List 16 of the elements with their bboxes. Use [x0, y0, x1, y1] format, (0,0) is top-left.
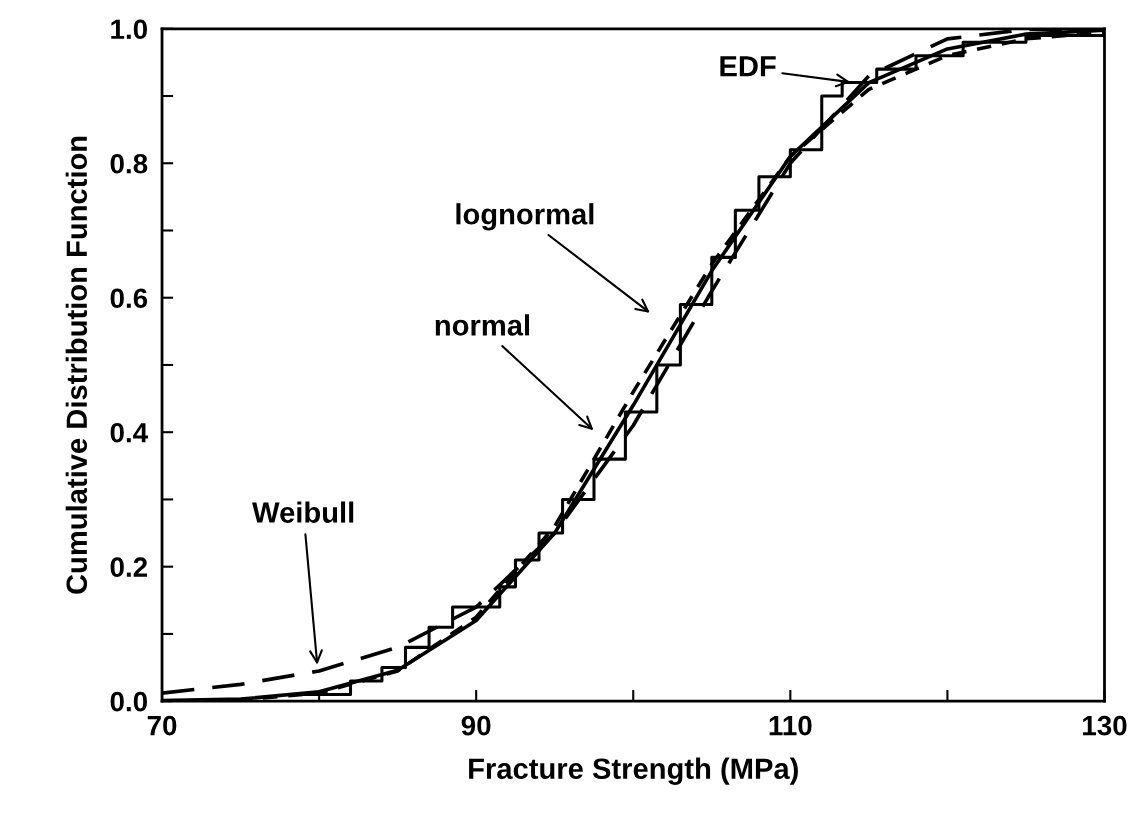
y-axis-title: Cumulative Distribution Function: [65, 136, 88, 594]
x-tick-label: 90: [461, 715, 491, 736]
annotation: lognormal: [456, 203, 594, 231]
annotation: Weibull: [252, 501, 354, 523]
x-tick-label: 110: [769, 715, 812, 736]
y-tick-label: 0.4: [110, 422, 148, 443]
y-tick-label: 0.6: [110, 288, 148, 309]
annotation: normal: [435, 314, 530, 336]
y-tick-label: 0.8: [110, 153, 148, 174]
y-tick-label: 1.0: [111, 19, 147, 40]
x-tick-label: 130: [1083, 715, 1127, 736]
x-axis-title: Fracture Strength (MPa): [469, 757, 798, 785]
y-tick-label: 0.0: [110, 691, 147, 712]
annotation: EDF: [720, 56, 776, 77]
x-tick-label: 70: [147, 715, 177, 736]
y-tick-label: 0.2: [110, 557, 148, 578]
